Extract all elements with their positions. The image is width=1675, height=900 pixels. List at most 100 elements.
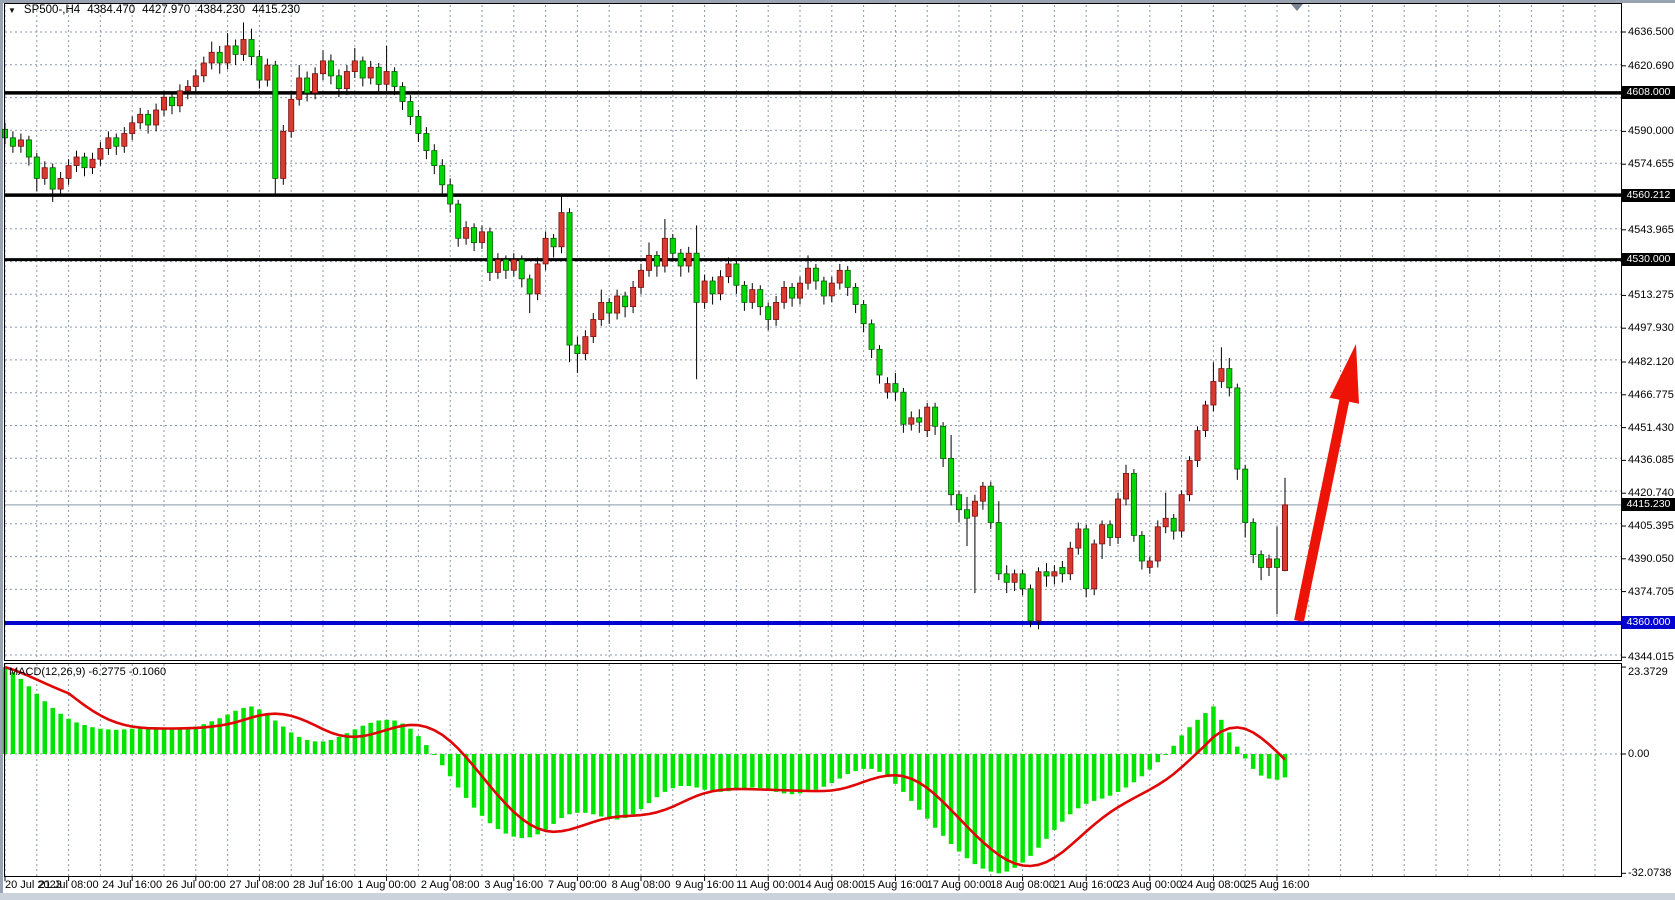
candle: [256, 56, 263, 81]
candle: [73, 156, 80, 166]
candle: [765, 306, 772, 320]
candle: [311, 73, 318, 94]
candle: [176, 90, 183, 107]
candle: [304, 77, 311, 94]
candle: [646, 254, 653, 271]
candle: [566, 212, 573, 346]
candle: [733, 263, 740, 286]
candle: [1027, 588, 1034, 622]
candles-layer: [2, 39, 1289, 622]
candle: [725, 263, 732, 278]
candle: [614, 295, 621, 314]
candle: [868, 323, 875, 350]
candle: [542, 237, 549, 265]
candle: [399, 86, 406, 102]
candle: [661, 237, 668, 267]
candle: [1162, 517, 1169, 528]
candle: [1035, 571, 1042, 622]
candle: [383, 71, 390, 85]
candle: [367, 66, 374, 79]
candle: [797, 282, 804, 299]
candle: [805, 267, 812, 284]
grid: [4, 5, 1621, 876]
candle: [1146, 560, 1153, 568]
trend-arrow[interactable]: [1294, 344, 1359, 623]
candle: [789, 286, 796, 299]
candle: [916, 417, 923, 423]
candle: [463, 227, 470, 239]
candle: [1130, 472, 1137, 536]
candle: [89, 158, 96, 169]
candle: [1250, 522, 1257, 555]
candle: [630, 286, 637, 307]
candle: [335, 75, 342, 90]
candle: [97, 148, 104, 160]
candle: [574, 344, 581, 355]
chart-shift-marker[interactable]: [1291, 4, 1303, 11]
candle: [1075, 528, 1082, 549]
candle: [518, 259, 525, 280]
candle: [296, 77, 303, 100]
candle: [25, 139, 32, 158]
candle: [494, 259, 501, 273]
candle: [17, 139, 24, 147]
candle: [844, 269, 851, 288]
candle: [1226, 368, 1233, 389]
macd-panel-border: [4, 663, 1622, 877]
candle: [812, 267, 819, 282]
candle: [717, 276, 724, 295]
candle: [701, 280, 708, 303]
candle: [550, 237, 557, 248]
candle: [693, 252, 700, 303]
candle: [995, 522, 1002, 575]
candle: [1043, 571, 1050, 577]
candle: [375, 66, 382, 85]
candle: [49, 167, 56, 190]
candle: [319, 60, 326, 75]
candle: [415, 116, 422, 134]
candle: [948, 457, 955, 496]
window-frame-top: [0, 0, 1675, 3]
candle: [359, 60, 366, 79]
candle: [741, 284, 748, 303]
candle: [232, 45, 239, 55]
candle: [391, 71, 398, 87]
candle: [932, 406, 939, 427]
candle: [653, 254, 660, 267]
candle: [677, 252, 684, 267]
candle: [168, 96, 175, 107]
candle: [184, 86, 191, 92]
candle: [478, 231, 485, 243]
candle: [582, 336, 589, 355]
candle: [1170, 517, 1177, 532]
candle: [685, 252, 692, 267]
candle: [558, 212, 565, 248]
candle: [200, 62, 207, 77]
candle: [828, 282, 835, 297]
candle: [924, 406, 931, 432]
candle: [884, 383, 891, 393]
candle: [153, 109, 160, 126]
axis-ticks: [4, 31, 1626, 881]
candle: [1011, 573, 1018, 583]
candle: [1282, 504, 1289, 571]
candle: [1083, 528, 1090, 590]
candle: [351, 60, 358, 73]
candle: [1154, 526, 1161, 562]
main-panel-border: [4, 3, 1622, 661]
candle: [470, 227, 477, 244]
candle: [1107, 524, 1114, 538]
candle: [534, 263, 541, 295]
macd-signal-line: [4, 665, 1286, 868]
candle: [1123, 472, 1130, 500]
candle: [65, 165, 72, 179]
candle: [820, 280, 827, 297]
level-lines: [4, 91, 1622, 625]
candle: [327, 60, 334, 77]
candle: [137, 113, 144, 124]
candle: [208, 51, 215, 64]
candle: [1003, 573, 1010, 583]
candle: [836, 269, 843, 284]
candle: [669, 237, 676, 254]
